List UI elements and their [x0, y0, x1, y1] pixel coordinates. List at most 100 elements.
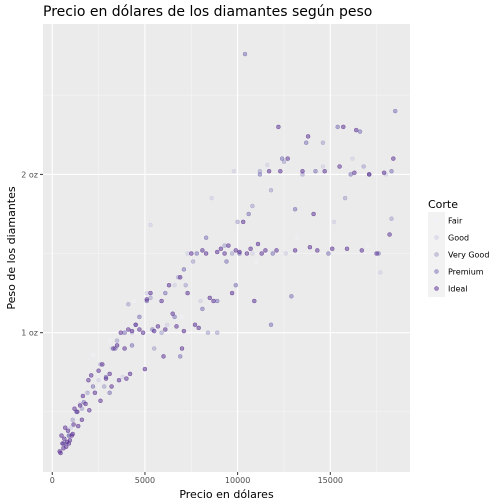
point-ideal	[203, 251, 209, 256]
point-premium	[303, 140, 309, 145]
point-fair	[90, 352, 96, 358]
point-ideal	[72, 406, 77, 411]
point-premium	[389, 168, 394, 174]
point-very-good	[250, 203, 255, 209]
point-ideal	[133, 322, 138, 328]
point-premium	[279, 156, 285, 161]
x-axis-title: Precio en dólares	[179, 488, 274, 501]
point-ideal	[86, 377, 91, 383]
point-premium	[122, 330, 127, 335]
point-premium	[326, 251, 331, 256]
point-ideal	[161, 354, 166, 359]
point-premium	[313, 168, 318, 174]
point-very-good	[114, 338, 120, 343]
point-ideal	[155, 324, 161, 329]
point-premium	[335, 124, 340, 130]
legend-label: Premium	[448, 268, 484, 277]
point-premium	[177, 354, 183, 359]
point-ideal	[61, 446, 66, 451]
point-ideal	[211, 298, 216, 304]
point-good	[148, 222, 153, 228]
point-ideal	[244, 251, 250, 256]
y-tick-label: 1 oz	[21, 329, 38, 338]
point-ideal	[305, 134, 311, 139]
legend-marker	[434, 235, 439, 240]
point-ideal	[255, 241, 261, 247]
point-fair	[179, 314, 185, 320]
point-ideal	[137, 327, 142, 332]
point-ideal	[148, 290, 153, 296]
point-ideal	[88, 373, 94, 378]
point-premium	[357, 129, 363, 134]
x-tick-label: 10000	[225, 476, 250, 485]
point-good	[283, 251, 289, 256]
point-ideal	[181, 328, 187, 334]
point-very-good	[214, 330, 220, 335]
point-good	[331, 219, 337, 225]
y-axis: 1 oz 2 oz	[21, 170, 43, 338]
point-ideal	[329, 246, 335, 252]
point-ideal	[341, 124, 346, 130]
legend-marker	[434, 286, 439, 291]
point-ideal	[352, 170, 357, 176]
point-ideal	[185, 290, 190, 296]
point-ideal	[274, 248, 279, 253]
point-fair	[253, 259, 259, 264]
point-good	[350, 156, 355, 161]
point-good	[265, 162, 270, 168]
point-fair	[131, 298, 137, 304]
point-ideal	[177, 275, 183, 280]
point-premium	[181, 267, 187, 272]
point-ideal	[116, 377, 122, 383]
point-premium	[200, 306, 205, 312]
point-ideal	[374, 251, 379, 256]
point-good	[378, 270, 383, 275]
point-premium	[348, 172, 353, 177]
legend-label: Very Good	[448, 251, 489, 260]
legend-label: Ideal	[448, 285, 467, 294]
point-very-good	[361, 164, 366, 169]
point-ideal	[222, 251, 227, 256]
point-good	[164, 322, 170, 328]
point-ideal	[109, 384, 114, 389]
point-ideal	[229, 290, 235, 296]
point-ideal	[122, 346, 127, 351]
point-very-good	[190, 259, 196, 264]
y-axis-title: Peso de los diamantes	[5, 186, 18, 310]
legend-marker	[434, 252, 439, 257]
point-fair	[107, 338, 112, 343]
point-ideal	[174, 324, 179, 329]
point-ideal	[79, 417, 85, 423]
point-very-good	[70, 417, 75, 423]
point-good	[209, 195, 214, 201]
point-ideal	[311, 211, 316, 217]
point-ideal	[60, 441, 65, 446]
y-tick-label: 2 oz	[21, 170, 38, 179]
point-ideal	[192, 322, 198, 328]
point-ideal	[166, 282, 172, 288]
point-premium	[129, 343, 135, 348]
point-ideal	[71, 422, 76, 427]
point-ideal	[381, 170, 387, 176]
point-ideal	[62, 425, 68, 430]
point-ideal	[77, 403, 83, 408]
point-good	[144, 290, 150, 296]
point-ideal	[322, 168, 327, 174]
point-ideal	[344, 246, 350, 252]
point-premium	[203, 235, 209, 240]
point-very-good	[268, 187, 274, 193]
point-ideal	[58, 450, 63, 456]
point-good	[120, 374, 125, 380]
point-very-good	[222, 243, 227, 248]
point-very-good	[85, 390, 90, 396]
point-premium	[292, 206, 298, 212]
point-premium	[268, 322, 274, 328]
point-good	[250, 251, 255, 256]
point-ideal	[100, 362, 105, 367]
point-ideal	[315, 248, 320, 253]
point-ideal	[111, 346, 116, 351]
point-ideal	[107, 371, 112, 377]
point-premium	[137, 314, 142, 320]
point-good	[198, 298, 203, 304]
